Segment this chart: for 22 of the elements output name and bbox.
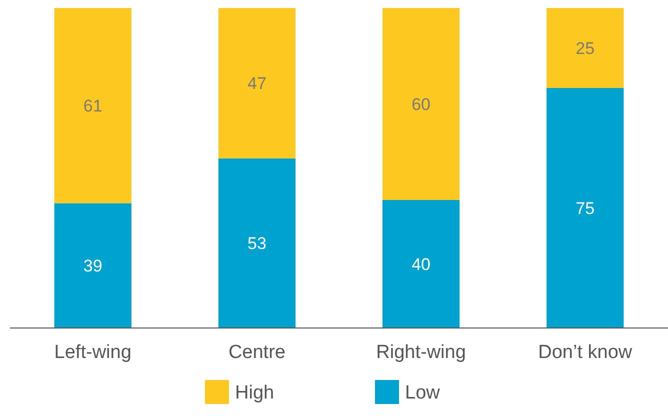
x-tick-label: Right-wing — [376, 342, 466, 363]
data-label: 25 — [576, 38, 595, 58]
data-label: 75 — [576, 198, 595, 218]
data-label: 40 — [412, 254, 431, 274]
bar — [218, 158, 296, 328]
bar — [218, 8, 296, 158]
bar — [54, 8, 132, 204]
legend-label: High — [235, 382, 274, 404]
bar — [382, 8, 460, 200]
bar — [54, 203, 132, 328]
data-label: 47 — [247, 74, 266, 94]
data-label: 53 — [247, 234, 266, 254]
x-tick-label: Don’t know — [538, 342, 632, 363]
x-tick-label: Left-wing — [54, 342, 132, 363]
x-tick-label: Centre — [228, 342, 286, 363]
bar — [546, 88, 624, 328]
data-label: 39 — [83, 256, 102, 276]
data-label: 61 — [83, 96, 102, 116]
bar — [546, 8, 624, 88]
data-label: 60 — [412, 94, 431, 114]
legend-label: Low — [405, 382, 440, 404]
bar — [382, 200, 460, 328]
